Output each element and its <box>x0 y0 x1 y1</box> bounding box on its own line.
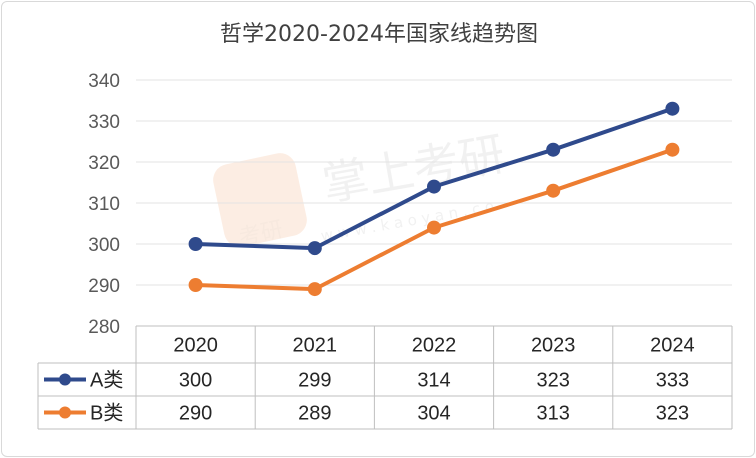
x-tick-label: 2024 <box>650 335 695 357</box>
data-label: 290 <box>179 403 212 425</box>
y-tick-label: 320 <box>88 153 120 174</box>
y-tick-label: 280 <box>88 317 120 338</box>
data-label: 313 <box>537 403 570 425</box>
y-tick-label: 300 <box>88 235 120 256</box>
data-point <box>546 183 561 198</box>
data-point <box>546 142 561 157</box>
y-tick-label: 310 <box>88 194 120 215</box>
data-label: 323 <box>537 370 570 392</box>
x-tick-label: 2023 <box>531 335 576 357</box>
data-point <box>665 142 680 157</box>
data-point <box>188 278 203 292</box>
x-tick-label: 2021 <box>293 335 338 357</box>
watermark: 考研 掌上考研 w w w . k a o y a n . c o <box>213 126 509 251</box>
data-point <box>307 282 322 297</box>
data-label: 300 <box>179 370 212 392</box>
y-tick-label: 330 <box>88 112 120 133</box>
data-label: 314 <box>417 370 450 392</box>
data-label: 323 <box>656 403 689 425</box>
data-label: 289 <box>298 403 331 425</box>
data-label: 333 <box>656 370 689 392</box>
data-label: 299 <box>298 370 331 392</box>
x-tick-label: 2022 <box>412 335 457 357</box>
data-point <box>307 241 322 256</box>
data-point <box>427 220 441 235</box>
data-point <box>188 237 203 251</box>
data-point <box>427 179 441 194</box>
legend-label: B类 <box>90 402 123 425</box>
legend-marker-icon <box>59 406 71 419</box>
data-label: 304 <box>417 403 450 425</box>
legend-label: A类 <box>90 369 123 392</box>
data-point <box>665 101 680 116</box>
y-tick-label: 290 <box>88 276 120 297</box>
chart-title: 哲学2020-2024年国家线趋势图 <box>220 22 538 47</box>
legend-marker-icon <box>59 373 71 386</box>
y-tick-label: 340 <box>88 71 120 92</box>
watermark-logo-icon <box>213 153 307 247</box>
x-tick-label: 2020 <box>173 335 218 357</box>
